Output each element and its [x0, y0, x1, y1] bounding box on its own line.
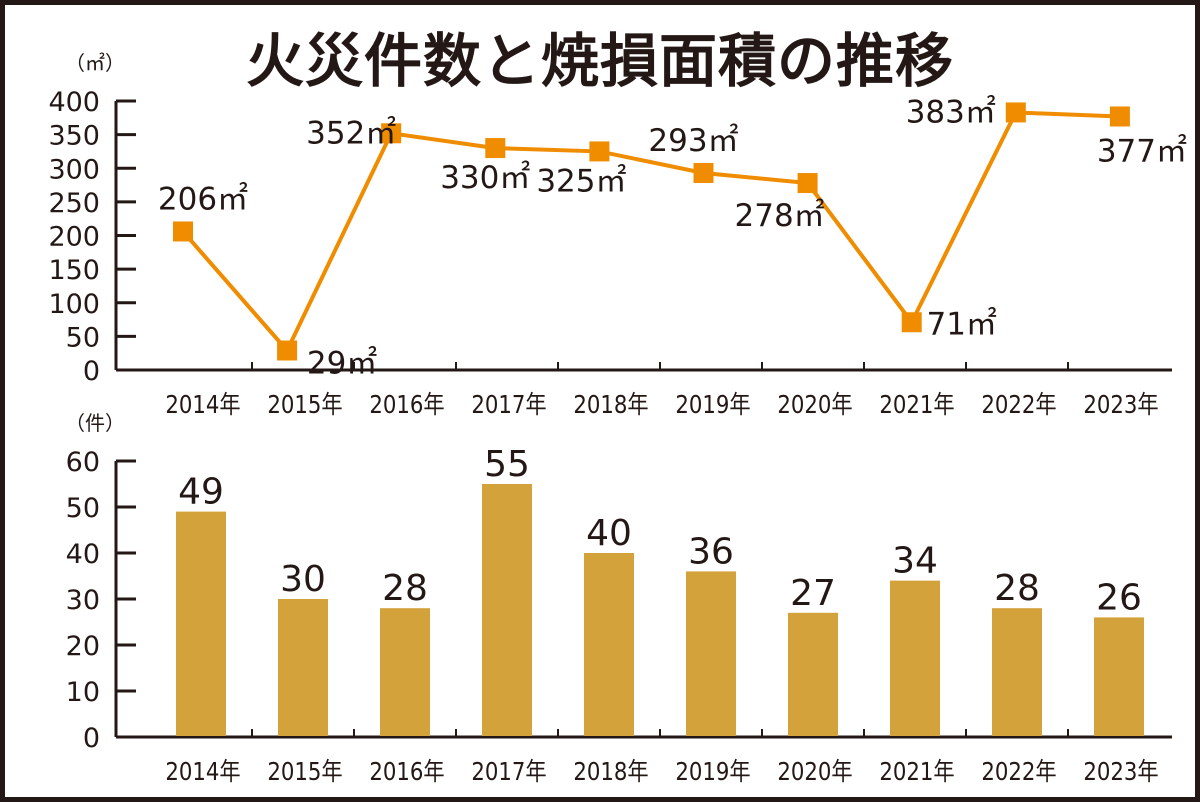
- data-label: 325㎡: [536, 163, 626, 199]
- data-label: 28: [994, 568, 1040, 609]
- data-label: 28: [382, 568, 428, 609]
- chart-title: 火災件数と焼損面積の推移: [245, 27, 954, 95]
- data-label: 49: [178, 472, 224, 513]
- data-point-marker: [901, 312, 922, 333]
- x-tick-label: 2018年: [573, 757, 648, 786]
- x-tick-label: 2014年: [165, 757, 240, 786]
- x-tick-label: 2016年: [369, 390, 444, 419]
- x-tick-label: 2019年: [675, 390, 750, 419]
- y-tick-label: 10: [66, 677, 100, 708]
- bar: [278, 599, 328, 736]
- data-point-marker: [1005, 102, 1026, 123]
- data-label: 71㎡: [926, 306, 996, 342]
- data-point-marker: [277, 340, 298, 361]
- data-label: 27: [790, 573, 836, 614]
- x-tick-label: 2023年: [1083, 390, 1158, 419]
- y-tick-label: 60: [66, 447, 100, 478]
- data-label: 352㎡: [306, 115, 396, 151]
- x-tick-label: 2016年: [369, 757, 444, 786]
- bar: [1094, 617, 1144, 736]
- data-label: 40: [586, 513, 632, 554]
- data-label: 36: [688, 531, 734, 572]
- x-tick-label: 2022年: [981, 390, 1056, 419]
- y-axis-unit-label: （㎡）: [65, 51, 125, 75]
- data-label: 330㎡: [440, 160, 530, 196]
- x-tick-label: 2021年: [879, 757, 954, 786]
- data-label: 383㎡: [906, 94, 996, 130]
- y-tick-label: 50: [66, 322, 100, 353]
- x-tick-label: 2017年: [471, 390, 546, 419]
- x-tick-label: 2022年: [981, 757, 1056, 786]
- x-tick-label: 2015年: [267, 757, 342, 786]
- data-label: 206㎡: [158, 181, 248, 217]
- data-label: 55: [484, 444, 530, 485]
- data-label: 29㎡: [307, 345, 377, 381]
- x-tick-label: 2023年: [1083, 757, 1158, 786]
- bar: [788, 612, 838, 736]
- y-tick-label: 200: [48, 222, 100, 253]
- bar: [890, 580, 940, 736]
- y-tick-label: 150: [48, 255, 100, 286]
- data-label: 34: [892, 541, 938, 582]
- bar: [380, 608, 430, 736]
- y-tick-label: 0: [83, 356, 100, 387]
- x-tick-label: 2021年: [879, 390, 954, 419]
- x-tick-label: 2020年: [777, 757, 852, 786]
- y-axis-unit-label: （件）: [65, 411, 125, 435]
- y-tick-label: 20: [66, 631, 100, 662]
- y-tick-label: 350: [48, 121, 100, 152]
- data-label: 30: [280, 559, 326, 600]
- y-tick-label: 300: [48, 154, 100, 185]
- y-tick-label: 30: [66, 585, 100, 616]
- data-label: 293㎡: [648, 123, 738, 159]
- data-point-marker: [1109, 106, 1130, 127]
- data-point-marker: [589, 141, 610, 162]
- x-tick-label: 2017年: [471, 757, 546, 786]
- bar: [992, 608, 1042, 736]
- x-tick-label: 2019年: [675, 757, 750, 786]
- bar: [482, 484, 532, 736]
- data-point-marker: [797, 173, 818, 194]
- y-tick-label: 40: [66, 539, 100, 570]
- y-tick-label: 0: [83, 723, 100, 754]
- data-label: 26: [1096, 577, 1142, 618]
- y-tick-label: 50: [66, 493, 100, 524]
- x-tick-label: 2014年: [165, 390, 240, 419]
- y-tick-label: 250: [48, 188, 100, 219]
- x-tick-label: 2020年: [777, 390, 852, 419]
- bar: [584, 553, 634, 736]
- data-point-marker: [485, 138, 506, 159]
- x-tick-label: 2015年: [267, 390, 342, 419]
- data-label: 377㎡: [1097, 133, 1187, 169]
- y-tick-label: 400: [48, 87, 100, 118]
- x-tick-label: 2018年: [573, 390, 648, 419]
- y-tick-label: 100: [48, 289, 100, 320]
- data-point-marker: [173, 221, 193, 242]
- data-point-marker: [693, 162, 714, 183]
- data-label: 278㎡: [735, 198, 825, 234]
- line-series: [181, 110, 1120, 355]
- data-point-marker: [381, 123, 402, 144]
- bar: [686, 571, 736, 736]
- bar: [176, 511, 226, 736]
